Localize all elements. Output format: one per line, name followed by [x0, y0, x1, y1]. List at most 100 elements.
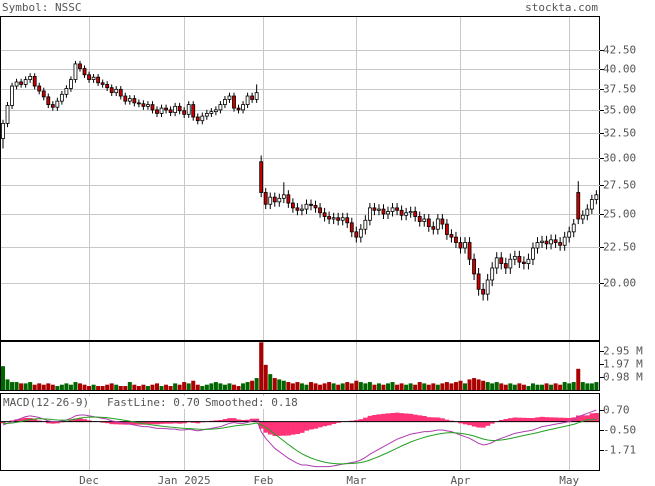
histogram-bar: [159, 421, 165, 424]
histogram-bar: [535, 417, 541, 422]
volume-bar: [467, 379, 472, 390]
histogram-bar: [322, 421, 328, 427]
histogram-bar: [376, 414, 382, 422]
histogram-bar: [0, 421, 6, 424]
candle-body: [309, 203, 313, 206]
candle-body: [87, 74, 91, 80]
source-label: stockta.com: [525, 1, 598, 14]
histogram-bar: [172, 421, 178, 424]
volume-bar: [23, 383, 28, 390]
volume-bar: [413, 384, 418, 390]
volume-bar: [508, 383, 513, 390]
y-tick-label: 35.00: [603, 104, 636, 117]
histogram-bar: [517, 417, 522, 422]
histogram-bar: [181, 421, 187, 424]
volume-bar: [345, 382, 350, 390]
volume-bar: [227, 383, 232, 390]
volume-bar: [164, 384, 169, 390]
histogram-bar: [399, 413, 405, 422]
histogram-bar: [566, 418, 572, 422]
candle-body: [404, 212, 409, 216]
volume-bar: [458, 380, 463, 390]
histogram-bar: [594, 413, 599, 422]
histogram-bar: [86, 420, 92, 422]
candle-body: [580, 214, 585, 220]
candle-body: [118, 88, 123, 97]
histogram-bar: [286, 421, 291, 436]
candle-body: [395, 207, 399, 211]
volume-bar: [440, 383, 445, 390]
volume-bar: [431, 383, 436, 390]
histogram-bar: [118, 421, 124, 425]
candle-body: [141, 103, 146, 107]
volume-bar: [109, 383, 114, 390]
candle-body: [218, 104, 223, 111]
volume-bar: [236, 386, 241, 390]
panel-frame: [0, 341, 600, 391]
histogram-bar: [498, 420, 504, 422]
candle-body: [340, 217, 345, 221]
histogram-bar: [385, 413, 391, 422]
histogram-bar: [195, 421, 201, 424]
candle-body: [585, 208, 590, 216]
candle-body: [558, 242, 563, 246]
volume-bar: [37, 383, 42, 390]
candle-body: [512, 256, 517, 260]
volume-bar: [59, 384, 64, 390]
candle-body: [440, 218, 445, 225]
candle-body: [259, 161, 264, 193]
volume-bar: [136, 386, 141, 390]
volume-bar: [553, 383, 558, 390]
volume-bar: [28, 382, 33, 390]
y-tick-label: 0.98 M: [603, 371, 643, 384]
candle-body: [209, 111, 214, 114]
volume-bar: [485, 382, 490, 390]
volume-bar: [46, 383, 51, 390]
histogram-bar: [412, 414, 418, 422]
candle-body: [250, 95, 255, 100]
volume-bar: [14, 382, 19, 390]
candle-body: [544, 240, 549, 245]
candle-body: [227, 95, 232, 100]
volume-bar: [87, 386, 92, 390]
candle-body: [23, 79, 28, 85]
candle-body: [485, 279, 490, 295]
histogram-bar: [530, 418, 536, 422]
volume-bar: [250, 380, 255, 390]
histogram-bar: [467, 421, 473, 426]
volume-bar: [182, 382, 187, 390]
volume-bar: [354, 380, 359, 390]
x-tick-label: Jan 2025: [158, 474, 211, 486]
candle-body: [358, 228, 363, 238]
candle-body: [78, 63, 82, 69]
volume-bar: [222, 384, 227, 390]
candle-body: [331, 217, 336, 220]
candle-body: [213, 109, 218, 113]
volume-bar: [232, 384, 237, 390]
volume-bar: [499, 383, 504, 390]
candle-body: [200, 115, 205, 122]
volume-bar: [64, 383, 69, 390]
volume-bar: [521, 384, 526, 390]
histogram-bar: [222, 419, 228, 422]
volume-bar: [281, 380, 286, 390]
candle-body: [123, 95, 128, 102]
candle-body: [377, 208, 381, 211]
histogram-bar: [539, 416, 545, 422]
volume-bar: [159, 386, 164, 390]
candle-body: [159, 107, 164, 114]
panel-frame: [0, 16, 600, 341]
volume-bar: [145, 386, 150, 390]
volume-bar: [558, 384, 563, 390]
volume-bar: [100, 386, 105, 390]
candle-body: [426, 218, 431, 228]
volume-bar: [77, 383, 82, 390]
volume-bar: [213, 382, 218, 390]
candle-body: [372, 207, 377, 211]
volume-bar: [381, 384, 386, 390]
volume-bar: [422, 383, 427, 390]
histogram-bar: [55, 421, 60, 424]
histogram-bar: [444, 419, 450, 422]
macd-line: [2, 409, 597, 468]
candle-body: [399, 209, 404, 216]
